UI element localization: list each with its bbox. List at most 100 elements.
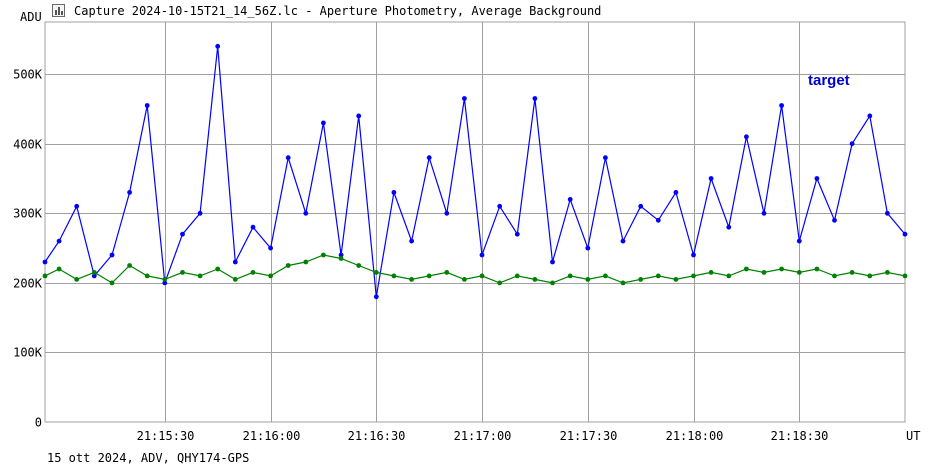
chart-grid — [44, 21, 906, 423]
data-point-background — [832, 273, 837, 279]
data-point-background — [285, 263, 291, 268]
data-point-background — [444, 270, 450, 275]
data-point-background — [180, 270, 185, 275]
data-point-target — [232, 259, 238, 265]
data-point-background — [744, 266, 749, 272]
data-point-target — [197, 210, 203, 216]
data-point-target — [462, 96, 467, 101]
data-point-background — [885, 270, 890, 275]
data-point-target — [391, 190, 397, 195]
data-point-background — [638, 277, 644, 282]
capture-info: 15 ott 2024, ADV, QHY174-GPS — [47, 451, 250, 465]
data-point-background — [321, 252, 326, 258]
legend-target: target — [808, 72, 850, 89]
data-point-target — [726, 224, 732, 230]
data-point-background — [796, 270, 802, 275]
data-point-background — [603, 273, 608, 279]
data-point-background — [197, 273, 203, 279]
data-point-background — [497, 280, 503, 286]
data-point-background — [109, 280, 115, 286]
data-point-target — [162, 280, 168, 286]
data-point-background — [127, 263, 132, 268]
data-point-background — [250, 270, 256, 275]
data-point-target — [444, 210, 450, 216]
data-point-background — [655, 273, 661, 279]
data-point-background — [268, 273, 273, 279]
data-point-target — [91, 273, 97, 279]
data-point-background — [356, 263, 362, 268]
data-point-target — [691, 252, 696, 258]
data-point-target — [409, 238, 414, 244]
data-point-background — [462, 277, 467, 282]
data-point-background — [532, 277, 538, 282]
x-tick-label: 21:16:00 — [243, 429, 301, 443]
series-line-target — [44, 46, 906, 297]
data-point-target — [673, 190, 679, 195]
series-line-background — [44, 254, 906, 284]
data-point-background — [232, 277, 238, 282]
data-point-background — [708, 270, 714, 275]
x-tick-label: 21:17:30 — [560, 429, 618, 443]
data-point-background — [409, 277, 414, 282]
data-point-target — [215, 43, 221, 49]
data-point-target — [285, 155, 291, 161]
data-point-background — [391, 273, 397, 279]
series-background — [42, 252, 908, 286]
data-point-background — [514, 273, 520, 279]
x-tick-label: 21:16:30 — [348, 429, 406, 443]
lightcurve-app-icon[interactable] — [52, 4, 65, 17]
data-point-target — [303, 210, 309, 216]
x-tick-label: 21:17:00 — [454, 429, 512, 443]
data-point-background — [215, 266, 221, 272]
data-point-target — [814, 176, 820, 181]
data-point-target — [74, 203, 80, 209]
data-point-target — [426, 155, 432, 161]
data-point-background — [91, 270, 97, 275]
y-tick-label: 300K — [13, 207, 43, 221]
series-target — [42, 43, 908, 300]
data-point-background — [479, 273, 485, 279]
data-point-target — [638, 203, 644, 209]
plot-area — [44, 21, 906, 423]
data-point-target — [603, 155, 608, 161]
data-point-target — [532, 96, 538, 101]
data-point-background — [373, 270, 379, 275]
y-tick-label: 400K — [13, 138, 43, 152]
data-point-target — [127, 190, 132, 195]
data-point-background — [74, 277, 80, 282]
data-point-background — [902, 273, 908, 279]
y-tick-label: 500K — [13, 68, 43, 82]
data-point-target — [321, 120, 326, 126]
data-point-target — [497, 203, 503, 209]
data-point-target — [356, 113, 362, 119]
data-point-background — [620, 280, 626, 286]
data-point-target — [796, 238, 802, 244]
data-point-target — [849, 141, 855, 147]
data-point-background — [426, 273, 432, 279]
data-point-target — [56, 238, 62, 244]
data-point-background — [761, 270, 767, 275]
data-point-target — [885, 210, 890, 216]
data-point-target — [902, 231, 908, 237]
data-point-background — [849, 270, 855, 275]
y-axis-label: ADU — [20, 10, 42, 24]
data-point-background — [550, 280, 555, 286]
window-title-bar: Capture 2024-10-15T21_14_56Z.lc - Apertu… — [0, 0, 929, 22]
data-point-target — [550, 259, 555, 265]
y-tick-label: 0 — [35, 416, 42, 430]
data-point-target — [109, 252, 115, 258]
data-point-background — [585, 277, 591, 282]
data-point-background — [673, 277, 679, 282]
data-point-background — [56, 266, 62, 272]
data-point-background — [726, 273, 732, 279]
y-tick-label: 100K — [13, 346, 43, 360]
data-point-background — [162, 277, 168, 282]
data-point-target — [479, 252, 485, 258]
x-axis-label: UT — [906, 429, 920, 443]
data-point-target — [567, 197, 573, 202]
data-point-target — [655, 217, 661, 223]
chart-axes: 0 100K 200K 300K 400K 500K 21:15:30 21:16:00 21:… — [13, 68, 828, 444]
data-point-target — [268, 245, 273, 251]
data-point-target — [744, 134, 749, 140]
